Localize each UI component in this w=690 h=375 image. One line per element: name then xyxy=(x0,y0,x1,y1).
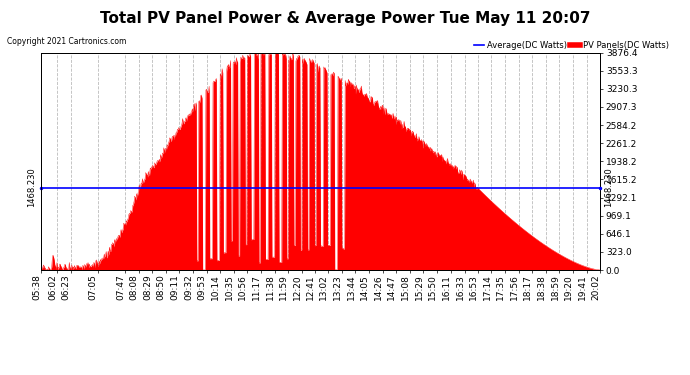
Text: 1468.230: 1468.230 xyxy=(604,168,613,207)
Text: Total PV Panel Power & Average Power Tue May 11 20:07: Total PV Panel Power & Average Power Tue… xyxy=(100,11,590,26)
Legend: Average(DC Watts), PV Panels(DC Watts): Average(DC Watts), PV Panels(DC Watts) xyxy=(471,38,672,54)
Text: 1468.230: 1468.230 xyxy=(27,168,36,207)
Text: Copyright 2021 Cartronics.com: Copyright 2021 Cartronics.com xyxy=(7,38,126,46)
